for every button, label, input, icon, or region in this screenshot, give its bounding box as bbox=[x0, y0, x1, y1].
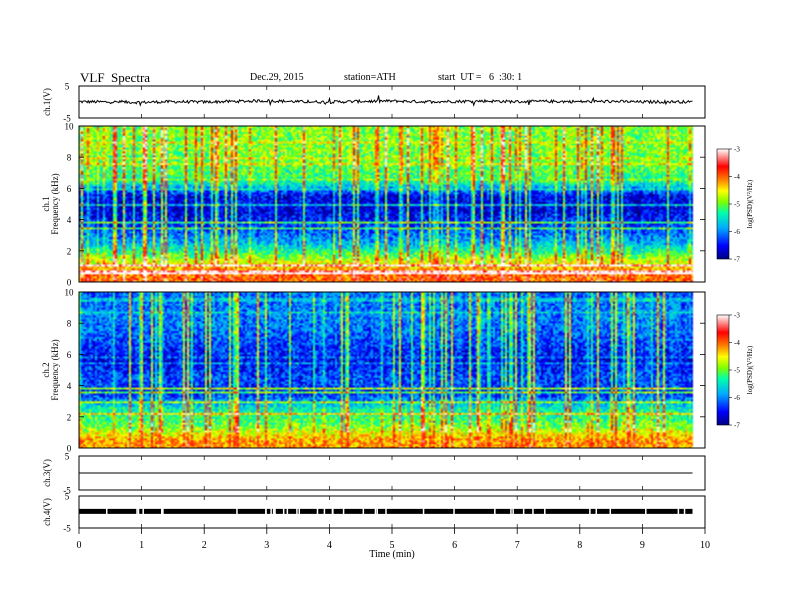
ytick-label-w1-0: 5 bbox=[65, 82, 70, 92]
waveform-gap-4 bbox=[316, 508, 319, 515]
ytick-label-1-1: 8 bbox=[67, 153, 72, 163]
xaxis-label: Time (min) bbox=[369, 549, 414, 560]
waveform-gap-26 bbox=[683, 508, 686, 515]
xtick-label-7: 7 bbox=[515, 540, 520, 551]
colorbar-tick-label-2-2: -5 bbox=[734, 367, 740, 375]
waveform-gap-33 bbox=[265, 508, 267, 515]
colorbar-tick-label-1-3: -6 bbox=[734, 228, 740, 236]
ylabel-w1: ch.1(V) bbox=[42, 88, 52, 116]
ylabel-1: Frequency (kHz) bbox=[50, 173, 60, 234]
xtick-label-1: 1 bbox=[139, 540, 144, 551]
ytick-label-w4-0: 5 bbox=[65, 492, 70, 502]
waveform-gap-5 bbox=[136, 508, 138, 515]
channel-label-1: ch.1 bbox=[41, 196, 51, 211]
waveform-gap-24 bbox=[376, 508, 378, 515]
waveform-gap-21 bbox=[677, 508, 680, 515]
colorbar-label-2: log(PSD)(V²/Hz) bbox=[746, 345, 754, 394]
waveform-gap-38 bbox=[589, 508, 591, 515]
ytick-label-1-2: 6 bbox=[67, 184, 72, 194]
waveform-gap-15 bbox=[142, 508, 144, 515]
colorbar-1 bbox=[716, 148, 730, 260]
waveform-gap-14 bbox=[422, 508, 425, 515]
xtick-label-9: 9 bbox=[640, 540, 645, 551]
ylabel-w3: ch.3(V) bbox=[42, 459, 52, 487]
colorbar-tick-label-2-4: -7 bbox=[734, 422, 740, 430]
waveform-gap-28 bbox=[510, 508, 512, 515]
waveform-gap-11 bbox=[362, 508, 365, 515]
waveform-gap-3 bbox=[298, 508, 301, 515]
spectrogram-image-2 bbox=[79, 292, 705, 448]
ytick-label-w3-1: -5 bbox=[63, 486, 71, 496]
waveform-gap-39 bbox=[332, 508, 334, 515]
waveform-gap-17 bbox=[274, 508, 276, 515]
ytick-label-2-2: 6 bbox=[67, 350, 72, 360]
waveform-gap-7 bbox=[323, 508, 326, 515]
colorbar-tick-label-1-0: -3 bbox=[734, 146, 740, 154]
ytick-label-w1-1: -5 bbox=[63, 114, 71, 124]
xtick-label-10: 10 bbox=[700, 540, 710, 551]
spectrogram-image-1 bbox=[79, 126, 705, 282]
channel-label-2: ch.2 bbox=[41, 362, 51, 377]
ytick-label-2-3: 4 bbox=[67, 381, 72, 391]
spectrogram-frame-2 bbox=[78, 291, 706, 449]
ytick-label-1-5: 0 bbox=[67, 278, 72, 288]
xtick-label-8: 8 bbox=[577, 540, 582, 551]
xtick-label-2: 2 bbox=[202, 540, 207, 551]
xtick-label-0: 0 bbox=[77, 540, 82, 551]
colorbar-tick-label-2-0: -3 bbox=[734, 312, 740, 320]
waveform-gap-25 bbox=[137, 508, 140, 515]
waveform-gap-0 bbox=[494, 508, 496, 515]
waveform-gap-23 bbox=[609, 508, 612, 515]
waveform-gap-31 bbox=[645, 508, 647, 515]
ylabel-2: Frequency (kHz) bbox=[50, 339, 60, 400]
colorbar-2 bbox=[716, 314, 730, 426]
xtick-label-6: 6 bbox=[452, 540, 457, 551]
xtick-label-4: 4 bbox=[327, 540, 332, 551]
waveform-gap-29 bbox=[544, 508, 546, 515]
waveform-gap-1 bbox=[236, 508, 238, 515]
ytick-label-w4-1: -5 bbox=[63, 524, 71, 534]
ytick-label-w3-0: 5 bbox=[65, 452, 70, 462]
waveform-gap-35 bbox=[374, 508, 377, 515]
ytick-label-1-0: 10 bbox=[65, 122, 75, 132]
ytick-label-2-4: 2 bbox=[67, 412, 72, 422]
colorbar-tick-label-2-1: -4 bbox=[734, 339, 740, 347]
waveform-gap-8 bbox=[385, 508, 387, 515]
ytick-label-1-4: 2 bbox=[67, 246, 72, 256]
ytick-label-2-5: 0 bbox=[67, 444, 72, 454]
waveform-gap-19 bbox=[453, 508, 455, 515]
spectrogram-frame-1 bbox=[78, 125, 706, 283]
colorbar-label-1: log(PSD)(V²/Hz) bbox=[746, 179, 754, 228]
ylabel-w4: ch.4(V) bbox=[42, 498, 52, 526]
waveform-gap-34 bbox=[161, 508, 163, 515]
colorbar-tick-label-1-1: -4 bbox=[734, 173, 740, 181]
colorbar-tick-label-2-3: -6 bbox=[734, 394, 740, 402]
ytick-label-2-0: 10 bbox=[65, 288, 75, 298]
waveform-trace-1 bbox=[78, 95, 693, 107]
station-label: station=ATH bbox=[344, 72, 396, 83]
start-ut-label: start UT = 6 :30: 1 bbox=[438, 72, 523, 83]
waveform-gap-16 bbox=[532, 508, 534, 515]
waveform-gap-30 bbox=[270, 508, 272, 515]
xtick-label-3: 3 bbox=[264, 540, 269, 551]
waveform-gap-10 bbox=[296, 508, 298, 515]
waveform-gap-18 bbox=[522, 508, 525, 515]
waveform-gap-32 bbox=[162, 508, 164, 515]
ytick-label-1-3: 4 bbox=[67, 215, 72, 225]
waveform-gap-6 bbox=[272, 508, 275, 515]
figure-title: VLF Spectra bbox=[80, 70, 151, 85]
waveform-gap-36 bbox=[342, 508, 345, 515]
waveform-gap-9 bbox=[595, 508, 598, 515]
colorbar-tick-label-1-4: -7 bbox=[734, 256, 740, 264]
ytick-label-2-1: 8 bbox=[67, 319, 72, 329]
waveform-gap-37 bbox=[105, 508, 108, 515]
date-label: Dec.29, 2015 bbox=[250, 72, 304, 83]
waveform-gap-20 bbox=[286, 508, 289, 515]
waveform-gap-13 bbox=[282, 508, 285, 515]
colorbar-tick-label-1-2: -5 bbox=[734, 201, 740, 209]
xtick-label-5: 5 bbox=[390, 540, 395, 551]
waveform-gap-12 bbox=[512, 508, 514, 515]
